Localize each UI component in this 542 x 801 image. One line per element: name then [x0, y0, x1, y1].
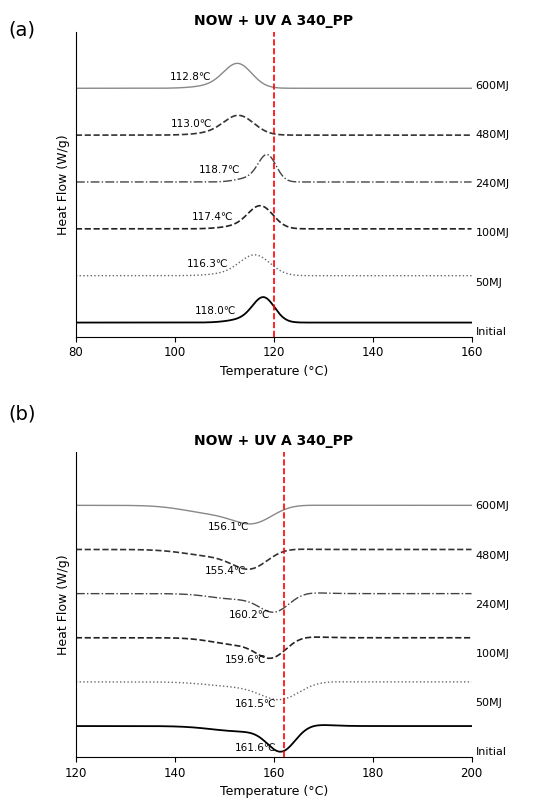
Y-axis label: Heat Flow (W/g): Heat Flow (W/g): [57, 554, 70, 655]
Text: 100MJ: 100MJ: [475, 649, 509, 658]
Text: 50MJ: 50MJ: [475, 278, 502, 288]
Text: 240MJ: 240MJ: [475, 600, 509, 610]
Text: 156.1℃: 156.1℃: [208, 522, 249, 532]
Text: 161.5℃: 161.5℃: [235, 698, 276, 709]
Text: 600MJ: 600MJ: [475, 501, 509, 511]
Title: NOW + UV A 340_PP: NOW + UV A 340_PP: [194, 434, 353, 449]
Text: 160.2℃: 160.2℃: [228, 610, 270, 621]
Text: 112.8℃: 112.8℃: [170, 72, 211, 82]
Text: 118.0℃: 118.0℃: [195, 306, 237, 316]
Text: 240MJ: 240MJ: [475, 179, 509, 189]
Text: 50MJ: 50MJ: [475, 698, 502, 708]
Text: 118.7℃: 118.7℃: [198, 166, 240, 175]
Text: Initial: Initial: [475, 747, 506, 757]
Title: NOW + UV A 340_PP: NOW + UV A 340_PP: [194, 14, 353, 28]
X-axis label: Temperature (°C): Temperature (°C): [220, 365, 328, 378]
Text: 116.3℃: 116.3℃: [186, 260, 228, 269]
Text: Initial: Initial: [475, 327, 506, 336]
Text: 100MJ: 100MJ: [475, 228, 509, 239]
Text: 159.6℃: 159.6℃: [225, 654, 267, 665]
X-axis label: Temperature (°C): Temperature (°C): [220, 785, 328, 799]
Text: 155.4℃: 155.4℃: [204, 566, 246, 576]
Text: 480MJ: 480MJ: [475, 131, 509, 140]
Text: 480MJ: 480MJ: [475, 550, 509, 561]
Text: 161.6℃: 161.6℃: [235, 743, 276, 753]
Text: (b): (b): [8, 405, 36, 424]
Text: (a): (a): [8, 20, 35, 39]
Y-axis label: Heat Flow (W/g): Heat Flow (W/g): [57, 134, 70, 235]
Text: 117.4℃: 117.4℃: [192, 212, 234, 223]
Text: 113.0℃: 113.0℃: [171, 119, 212, 129]
Text: 600MJ: 600MJ: [475, 81, 509, 91]
